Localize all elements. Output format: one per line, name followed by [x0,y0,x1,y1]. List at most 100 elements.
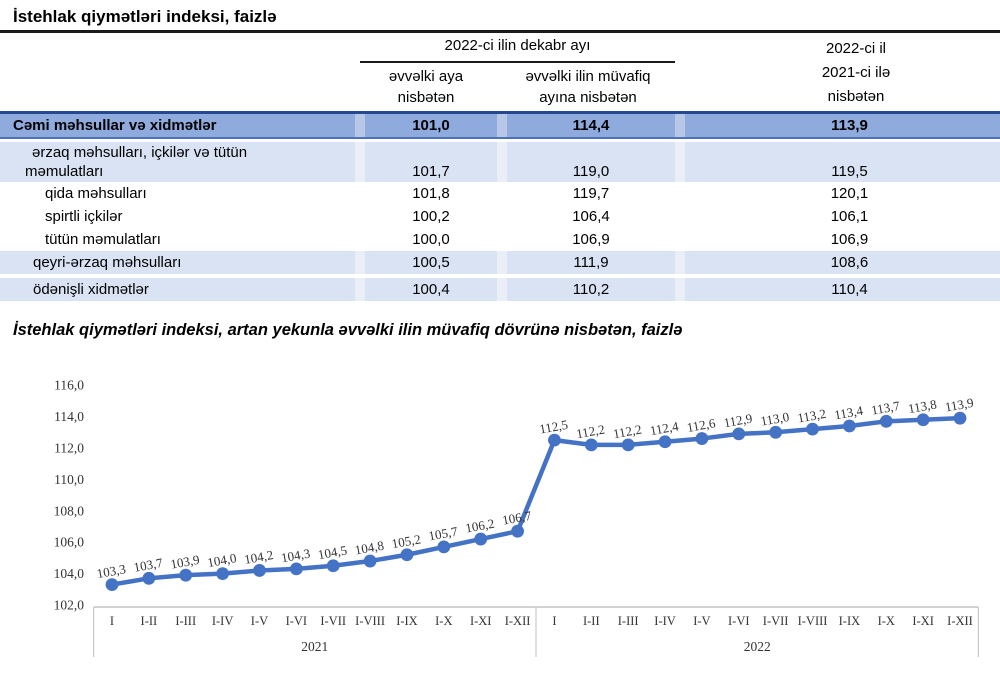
data-point-label: 104,5 [317,542,348,562]
year-group-label: 2022 [744,639,771,654]
value-prev-year-month: 119,0 [497,142,675,182]
data-point-marker [253,564,266,577]
page-title: İstehlak qiymətləri indeksi, faizlə [13,7,277,26]
data-point-label: 104,2 [243,547,274,567]
data-point-label: 112,6 [686,415,717,435]
value-prev-month: 101,7 [355,142,497,182]
data-point-marker [806,422,819,436]
column-header-annual: 2022-ci il 2021-ci ilə nisbətən [821,40,891,105]
category-tick-label: I-X [435,614,452,628]
table-header-december-underline [360,61,675,63]
data-point-marker [400,548,414,562]
data-point-marker [216,567,230,580]
category-tick-label: I-V [693,614,710,628]
category-tick-label: I-III [618,614,639,628]
data-point-label: 113,9 [944,395,975,415]
category-tick-label: I-IV [654,614,676,628]
category-tick-label: I-VIII [798,614,828,628]
y-axis-tick-label: 102,0 [54,598,85,613]
y-axis-tick-label: 110,0 [54,472,84,487]
data-point-label: 112,5 [538,417,569,437]
value-annual: 106,9 [675,228,1000,251]
data-point-marker [437,540,451,554]
value-prev-year-month: 106,9 [497,228,675,251]
value-prev-month: 101,8 [355,182,497,205]
row-label: qida məhsulları [45,185,147,202]
data-point-label: 104,0 [206,550,237,570]
data-point-label: 112,2 [612,422,643,442]
category-tick-label: I-VI [728,614,750,628]
category-tick-label: I [110,614,114,628]
year-group-label: 2021 [301,639,328,654]
table-header-december: 2022-ci ilin dekabr ayı [444,37,591,54]
table-row-nonfood: qeyri-ərzaq məhsulları 100,5 111,9 108,6 [0,251,1000,274]
value-prev-month: 100,2 [355,205,497,228]
data-point-label: 112,4 [649,418,680,438]
data-point-label: 105,2 [390,531,421,551]
table-row-food: qida məhsulları 101,8 119,7 120,1 [0,182,1000,205]
category-tick-label: I-XII [505,614,531,628]
data-point-label: 112,2 [575,422,606,442]
data-point-marker [474,532,488,546]
column-header-prev-year-month: əvvəlki ilin müvafiq ayına nisbətən [525,68,651,106]
y-axis-tick-label: 106,0 [54,535,85,550]
table-row-food-drinks-tobacco: ərzaq məhsulları, içkilər və tütün məmul… [0,142,1000,182]
category-tick-label: I-VIII [355,614,385,628]
category-tick-label: I-IX [839,614,861,628]
row-label: ödənişli xidmətlər [33,281,149,298]
category-tick-label: I-III [175,614,196,628]
data-point-label: 105,7 [427,523,459,543]
data-point-marker [953,411,967,425]
category-tick-label: I-II [141,614,158,628]
value-annual: 113,9 [675,114,1000,137]
y-axis-tick-label: 112,0 [54,441,84,456]
cpi-table: Cəmi məhsullar və xidmətlər 101,0 114,4 … [0,111,1000,301]
category-tick-label: I-V [251,614,268,628]
value-annual: 119,5 [675,142,1000,182]
row-label: spirtli içkilər [45,208,123,225]
category-tick-label: I-IX [396,614,418,628]
value-annual: 120,1 [675,182,1000,205]
y-axis-tick-label: 116,0 [54,378,84,393]
category-tick-label: I-XI [470,614,492,628]
row-label: tütün məmulatları [45,231,161,248]
table-row-tobacco: tütün məmulatları 100,0 106,9 106,9 [0,228,1000,251]
data-point-marker [879,414,893,428]
data-point-marker [289,562,303,576]
value-annual: 110,4 [675,278,1000,301]
y-axis-tick-label: 108,0 [54,503,85,518]
data-point-label: 106,7 [501,508,533,528]
data-point-marker [695,432,709,445]
series-line [109,415,963,587]
category-tick-label: I-II [583,614,600,628]
data-point-marker [548,433,561,447]
data-point-label: 113,7 [870,398,901,418]
data-point-marker [916,413,930,427]
value-prev-year-month: 106,4 [497,205,675,228]
category-tick-label: I-X [878,614,895,628]
row-label: qeyri-ərzaq məhsulları [33,254,182,271]
row-label: ərzaq məhsulları, içkilər və tütün məmul… [25,144,248,180]
category-tick-label: I [552,614,556,628]
data-point-marker [621,438,635,452]
value-prev-month: 100,0 [355,228,497,251]
value-prev-month: 100,5 [355,251,497,274]
y-axis-tick-label: 104,0 [54,566,85,581]
value-prev-year-month: 114,4 [497,114,675,137]
y-axis-tick-label: 114,0 [54,409,84,424]
data-point-marker [179,568,193,582]
data-point-label: 104,3 [280,546,311,566]
category-tick-label: I-VI [286,614,308,628]
data-point-label: 103,3 [96,561,127,581]
category-tick-label: I-IV [212,614,234,628]
value-annual: 108,6 [675,251,1000,274]
data-point-marker [842,419,856,433]
value-prev-year-month: 119,7 [497,182,675,205]
value-prev-month: 100,4 [355,278,497,301]
data-point-label: 104,8 [354,538,385,558]
chart-title: İstehlak qiymətləri indeksi, artan yekun… [13,321,683,339]
value-prev-year-month: 110,2 [497,278,675,301]
category-tick-label: I-VII [320,614,346,628]
data-point-marker [363,554,377,568]
data-point-label: 112,9 [723,411,754,431]
